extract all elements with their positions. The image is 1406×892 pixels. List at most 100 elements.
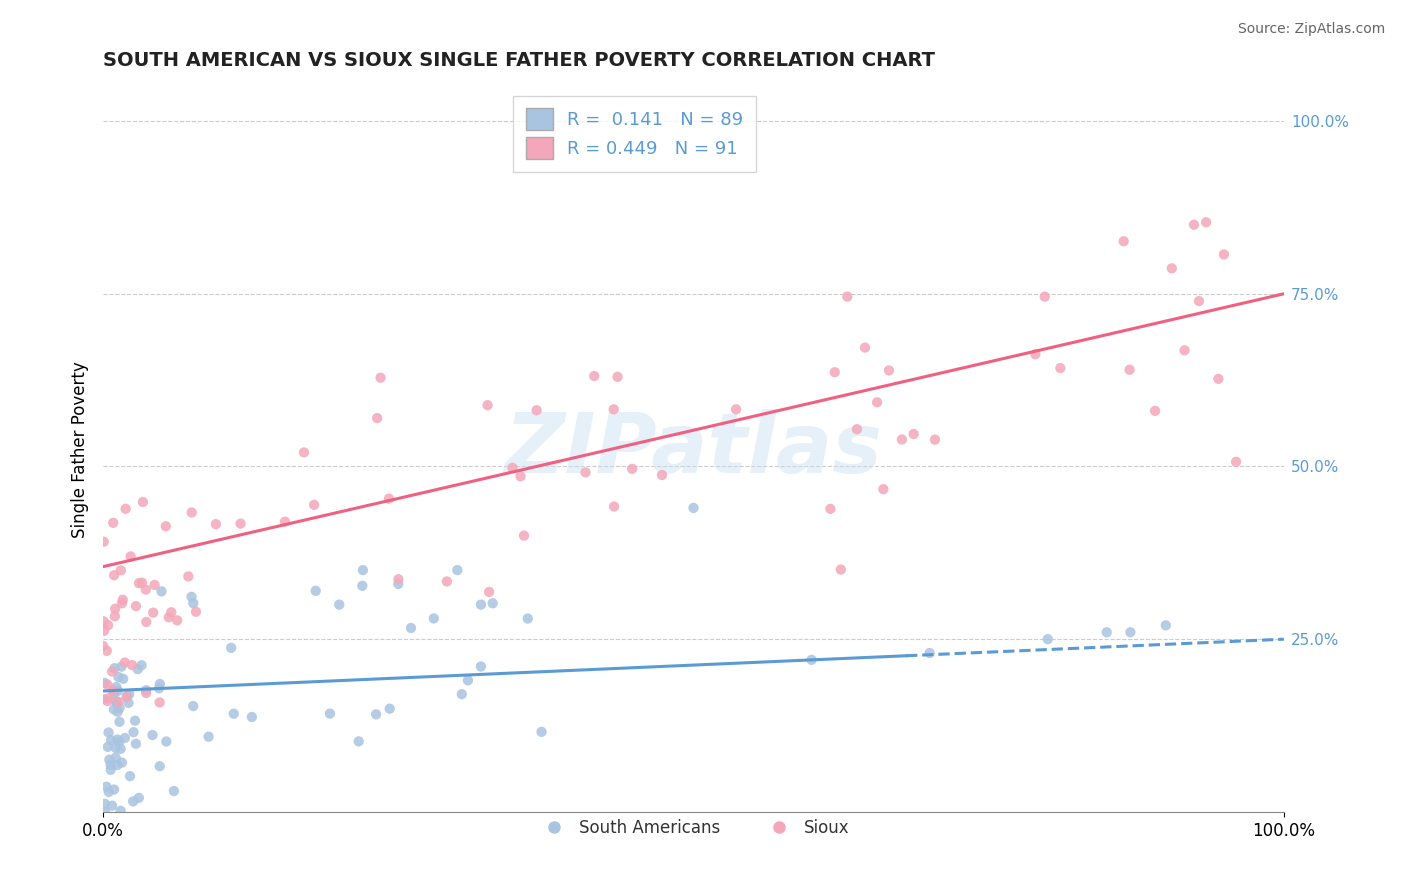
Point (422, 611, 444, 625)
Point (125, 737, 148, 751)
Point (583, 369, 606, 384)
Point (180, 506, 202, 520)
Point (606, 369, 628, 384)
Point (103, 702, 125, 716)
Point (108, 714, 131, 729)
Point (118, 769, 141, 783)
Point (1119, 625, 1142, 640)
Point (450, 687, 472, 701)
Point (100, 763, 122, 777)
Point (108, 701, 131, 715)
Point (96, 780, 118, 794)
Point (125, 599, 148, 614)
Point (107, 695, 129, 709)
Point (1173, 343, 1195, 358)
Point (181, 699, 204, 714)
Point (111, 596, 134, 610)
Point (877, 363, 900, 377)
Point (184, 605, 207, 619)
Point (866, 395, 889, 409)
Point (103, 661, 125, 675)
Point (1036, 632, 1059, 647)
Point (1144, 404, 1167, 418)
Point (513, 528, 536, 542)
Point (1188, 294, 1211, 309)
Point (104, 750, 127, 764)
Point (1195, 215, 1218, 229)
Point (651, 468, 673, 483)
Point (93, 692, 115, 706)
Point (824, 365, 846, 379)
Point (1225, 455, 1247, 469)
Point (97, 725, 120, 739)
Point (387, 572, 409, 586)
Y-axis label: Single Father Poverty: Single Father Poverty (72, 361, 89, 538)
Point (97, 739, 120, 754)
Point (148, 681, 170, 696)
Point (319, 706, 342, 721)
Point (903, 427, 925, 442)
Point (470, 598, 492, 612)
Point (114, 731, 136, 745)
Point (110, 804, 132, 818)
Point (143, 578, 166, 592)
Point (853, 341, 876, 355)
Point (115, 690, 138, 704)
Point (149, 677, 172, 691)
Point (229, 516, 252, 531)
Point (274, 515, 297, 529)
Point (122, 794, 145, 808)
Point (574, 466, 596, 480)
Point (240, 710, 263, 724)
Point (378, 491, 401, 506)
Point (370, 370, 392, 384)
Point (135, 615, 157, 629)
Point (101, 683, 124, 698)
Point (1118, 362, 1140, 376)
Point (160, 605, 183, 619)
Point (501, 460, 523, 475)
Point (104, 601, 127, 615)
Point (352, 563, 374, 577)
Point (101, 798, 124, 813)
Point (509, 469, 531, 483)
Point (96, 644, 118, 658)
Point (104, 741, 127, 756)
Point (103, 687, 125, 701)
Point (135, 683, 157, 698)
Point (1049, 361, 1071, 376)
Point (205, 517, 228, 532)
Point (96, 694, 118, 708)
Point (107, 683, 129, 698)
Point (135, 686, 157, 700)
Point (117, 696, 139, 710)
Point (110, 659, 132, 673)
Point (105, 694, 128, 708)
Point (1182, 218, 1205, 232)
Point (97, 691, 120, 706)
Point (800, 653, 823, 667)
Point (603, 500, 626, 514)
Point (222, 706, 245, 721)
Point (107, 670, 129, 684)
Point (603, 402, 626, 417)
Point (477, 398, 499, 412)
Point (97, 618, 120, 632)
Point (621, 462, 644, 476)
Point (110, 741, 132, 756)
Point (114, 656, 136, 670)
Point (918, 646, 941, 660)
Point (127, 662, 149, 676)
Point (105, 758, 128, 772)
Point (112, 672, 135, 686)
Point (131, 575, 153, 590)
Point (93, 534, 115, 549)
Point (446, 563, 468, 577)
Point (366, 707, 388, 722)
Point (93, 676, 115, 690)
Text: SOUTH AMERICAN VS SIOUX SINGLE FATHER POVERTY CORRELATION CHART: SOUTH AMERICAN VS SIOUX SINGLE FATHER PO… (103, 51, 935, 70)
Point (177, 569, 200, 583)
Point (108, 735, 131, 749)
Point (120, 549, 142, 564)
Point (457, 673, 479, 688)
